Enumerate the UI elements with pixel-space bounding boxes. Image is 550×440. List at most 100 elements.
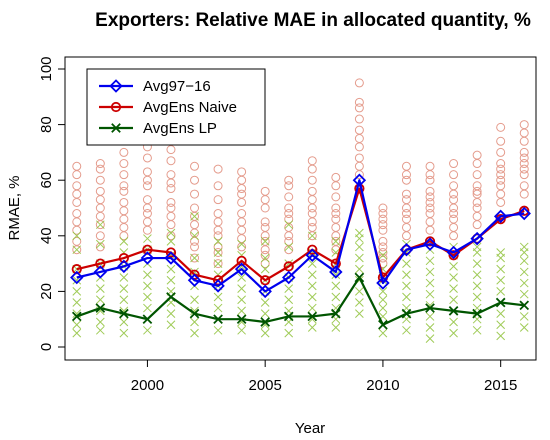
series-point: [213, 314, 223, 325]
scatter-point: [378, 247, 388, 257]
scatter-point: [378, 287, 388, 296]
scatter-point: [472, 150, 482, 160]
scatter-point: [260, 264, 270, 274]
scatter-point: [331, 203, 341, 213]
scatter-point: [72, 298, 82, 307]
legend-item: Avg97−16: [99, 78, 211, 95]
scatter-point: [95, 164, 105, 174]
scatter-point: [237, 225, 247, 235]
scatter-point: [142, 153, 152, 163]
scatter-point: [355, 298, 364, 307]
scatter-point: [496, 309, 506, 318]
scatter-point: [519, 136, 529, 146]
scatter-series: [72, 78, 529, 269]
scatter-point: [95, 284, 105, 293]
scatter-point: [496, 159, 506, 169]
scatter-point: [378, 214, 388, 224]
scatter-point: [237, 295, 246, 305]
scatter-point: [472, 242, 482, 252]
series-point: [423, 237, 437, 251]
scatter-point: [119, 317, 129, 327]
scatter-point: [284, 175, 294, 185]
scatter-point: [166, 231, 176, 241]
series-point: [258, 284, 272, 299]
scatter-point: [190, 231, 199, 241]
scatter-point: [354, 142, 364, 152]
scatter-point: [237, 306, 246, 316]
scatter-point: [213, 303, 223, 313]
scatter-point: [307, 303, 317, 313]
scatter-point: [72, 328, 82, 338]
series-point: [118, 252, 129, 264]
scatter-point: [260, 328, 270, 338]
scatter-point: [190, 253, 199, 263]
scatter-point: [213, 209, 223, 219]
series: [71, 183, 530, 286]
scatter-point: [331, 209, 341, 219]
scatter-point: [284, 203, 294, 213]
scatter-point: [425, 334, 435, 344]
scatter-point: [284, 222, 294, 232]
scatter-point: [213, 248, 223, 257]
series: [70, 173, 531, 299]
scatter-point: [119, 181, 129, 191]
scatter-point: [401, 231, 411, 241]
scatter-point: [355, 309, 364, 318]
series-point: [424, 236, 436, 247]
scatter-point: [142, 225, 152, 235]
scatter-point: [95, 231, 105, 241]
scatter-point: [425, 203, 435, 213]
scatter-point: [237, 325, 246, 335]
series-point: [470, 231, 484, 246]
scatter-point: [143, 281, 152, 291]
series-point: [140, 251, 155, 265]
scatter-point: [519, 189, 529, 199]
scatter-point: [401, 161, 411, 171]
series-point: [519, 300, 530, 311]
scatter-point: [213, 195, 223, 205]
scatter-point: [307, 270, 317, 280]
scatter-point: [307, 175, 317, 185]
scatter-point: [331, 181, 341, 191]
scatter-point: [472, 159, 482, 169]
scatter-point: [260, 236, 270, 246]
scatter-point: [166, 264, 176, 274]
scatter-point: [331, 172, 341, 182]
scatter-point: [472, 292, 482, 302]
scatter-point: [355, 242, 364, 252]
scatter-point: [425, 217, 435, 227]
scatter-point: [142, 203, 152, 213]
scatter-point: [284, 295, 294, 305]
scatter-point: [166, 170, 176, 180]
scatter-point: [496, 175, 506, 185]
scatter-point: [95, 211, 105, 221]
scatter-point: [307, 281, 317, 291]
scatter-point: [166, 275, 176, 285]
scatter-point: [284, 259, 294, 268]
scatter-point: [519, 164, 529, 174]
scatter-point: [260, 186, 270, 196]
scatter-point: [496, 147, 506, 157]
scatter-point: [166, 145, 176, 155]
scatter-point: [237, 217, 247, 227]
scatter-point: [95, 159, 105, 169]
scatter-point: [95, 186, 105, 196]
series-point: [117, 259, 131, 274]
legend-marker: [111, 123, 121, 133]
scatter-point: [260, 250, 270, 260]
scatter-point: [237, 189, 247, 199]
scatter-point: [72, 209, 82, 219]
scatter-point: [496, 320, 506, 330]
scatter-point: [472, 281, 482, 291]
y-tick-label: 100: [38, 56, 55, 81]
scatter-point: [307, 248, 317, 257]
scatter-point: [284, 236, 294, 246]
scatter-point: [284, 209, 294, 219]
legend-marker: [109, 79, 123, 93]
scatter-point: [472, 197, 482, 207]
scatter-point: [119, 295, 129, 305]
y-tick-label: 40: [38, 227, 55, 244]
scatter-point: [237, 234, 247, 244]
scatter-point: [331, 192, 341, 202]
